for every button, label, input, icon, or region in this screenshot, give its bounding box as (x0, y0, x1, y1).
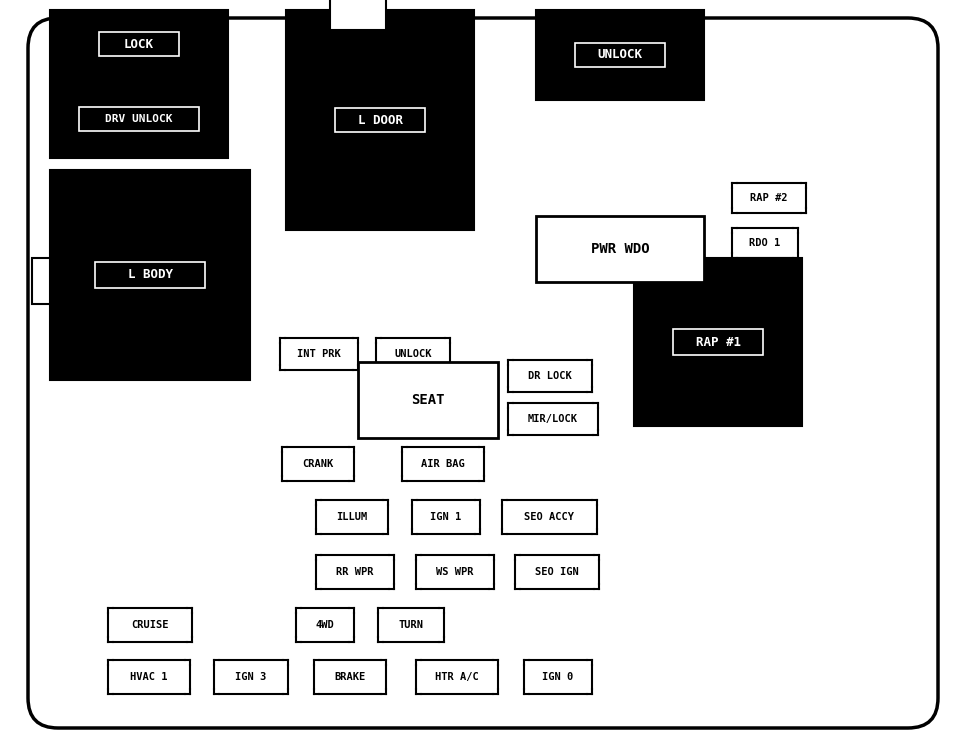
Text: L DOOR: L DOOR (357, 114, 403, 126)
Text: RR WPR: RR WPR (336, 567, 374, 577)
Bar (536, 216, 704, 282)
Text: L BODY: L BODY (128, 268, 173, 281)
Text: UNLOCK: UNLOCK (394, 349, 432, 359)
Text: IGN 0: IGN 0 (542, 672, 574, 682)
Text: LOCK: LOCK (124, 38, 154, 50)
Text: RAP #1: RAP #1 (696, 335, 741, 348)
Bar (99, 32, 179, 56)
Text: HTR A/C: HTR A/C (435, 672, 479, 682)
Bar (286, 10, 474, 230)
Bar (50, 10, 228, 78)
Text: LOCK: LOCK (76, 349, 101, 359)
FancyBboxPatch shape (28, 18, 938, 728)
Bar (536, 10, 704, 100)
Text: TURN: TURN (399, 620, 423, 630)
Text: IGN 1: IGN 1 (431, 512, 462, 522)
Bar (330, 0, 386, 30)
Text: CRANK: CRANK (302, 459, 333, 469)
Text: CRUISE: CRUISE (131, 620, 169, 630)
Text: ILLUM: ILLUM (336, 512, 368, 522)
Bar (575, 43, 665, 67)
Text: WS WPR: WS WPR (437, 567, 473, 577)
Text: AIR BAG: AIR BAG (421, 459, 465, 469)
Text: UNLOCK: UNLOCK (598, 48, 642, 62)
Text: SEO ACCY: SEO ACCY (525, 512, 575, 522)
Text: MIR/LOCK: MIR/LOCK (528, 414, 578, 424)
Text: IGN 3: IGN 3 (236, 672, 267, 682)
Text: SEO IGN: SEO IGN (535, 567, 579, 577)
Text: DR LOCK: DR LOCK (528, 371, 572, 381)
Text: RAP #2: RAP #2 (751, 193, 787, 203)
Bar (50, 80, 228, 158)
Text: SEAT: SEAT (412, 393, 444, 407)
Bar (32, 258, 50, 304)
Bar (358, 362, 498, 438)
Text: INT PRK: INT PRK (298, 349, 341, 359)
Bar (634, 258, 802, 426)
Bar (335, 108, 425, 132)
Bar (95, 262, 205, 288)
Bar (673, 329, 763, 355)
Text: 4WD: 4WD (316, 620, 334, 630)
Text: RDO 1: RDO 1 (750, 238, 781, 248)
Bar (79, 107, 199, 131)
Bar (50, 170, 250, 380)
Text: HVAC 1: HVAC 1 (130, 672, 168, 682)
Text: PWR WDO: PWR WDO (590, 242, 649, 256)
Text: DRV UNLOCK: DRV UNLOCK (105, 114, 173, 124)
Text: BRAKE: BRAKE (334, 672, 365, 682)
